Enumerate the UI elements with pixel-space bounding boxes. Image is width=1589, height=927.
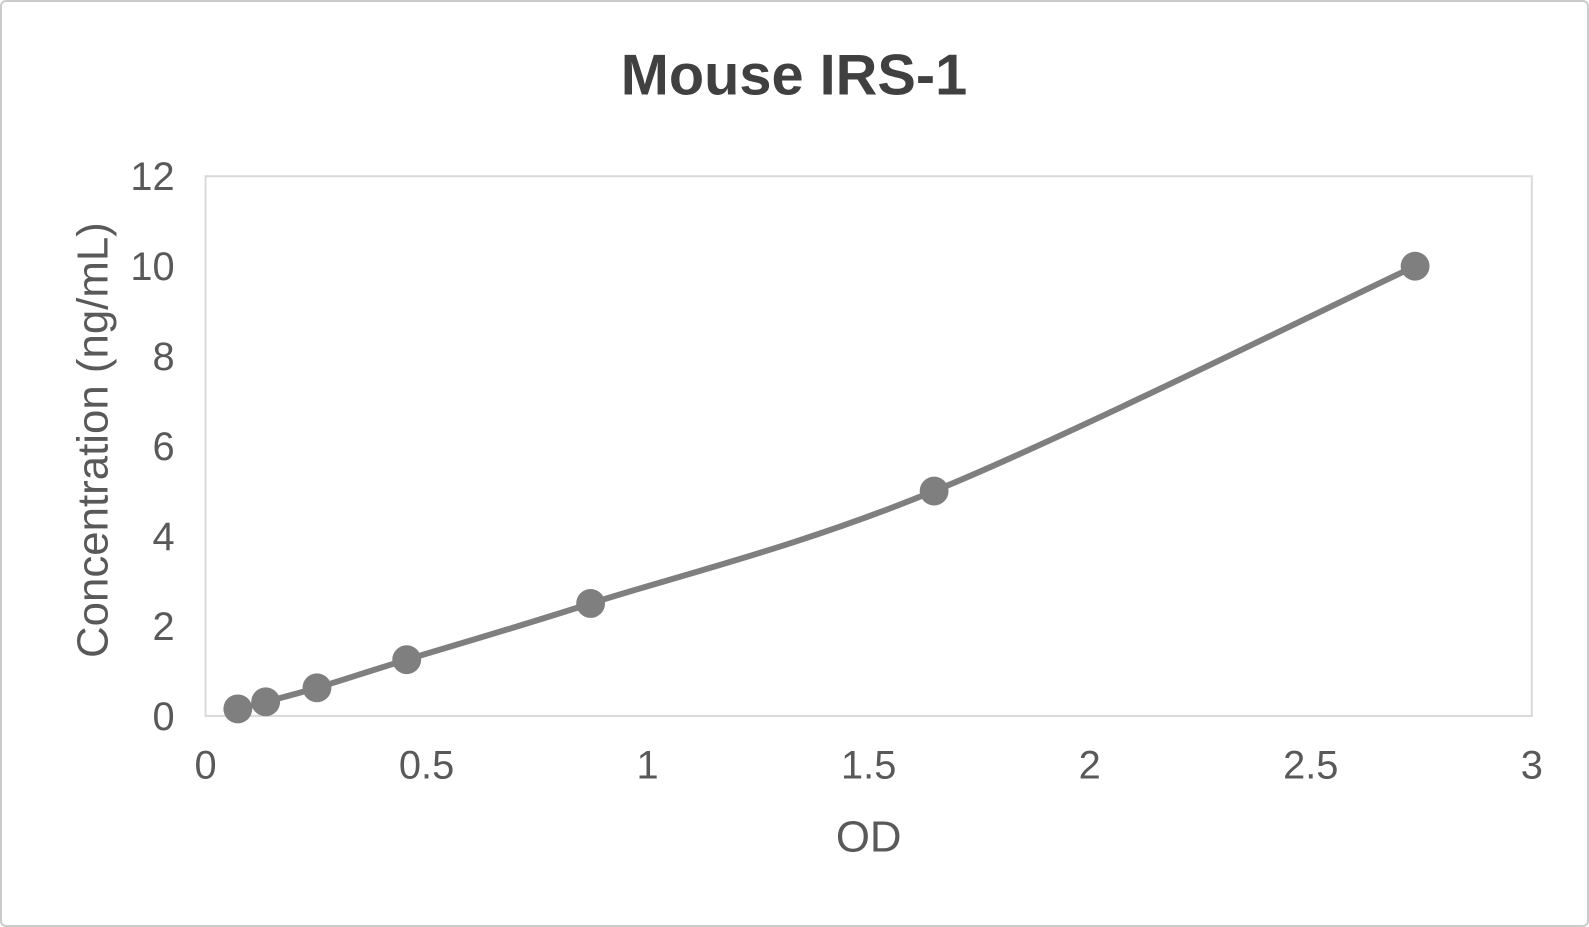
- y-tick-label: 8: [153, 335, 175, 379]
- data-point-marker: [302, 673, 332, 703]
- y-tick-label: 4: [153, 515, 175, 559]
- x-tick-label: 3: [1521, 744, 1543, 788]
- y-tick-labels: 0 2 4 6 8 10 12: [130, 155, 174, 739]
- chart-title: Mouse IRS-1: [621, 44, 967, 108]
- x-tick-label: 1.5: [841, 744, 896, 788]
- x-tick-label: 0.5: [399, 744, 454, 788]
- x-tick-label: 2.5: [1283, 744, 1338, 788]
- y-tick-label: 0: [153, 695, 175, 739]
- data-point-marker: [1400, 251, 1430, 281]
- series-markers: [223, 251, 1430, 724]
- x-axis-title: OD: [836, 812, 902, 861]
- plot-border: [204, 175, 1533, 717]
- y-tick-label: 10: [130, 245, 174, 289]
- y-axis-title: Concentration (ng/mL): [69, 222, 118, 658]
- y-tick-label: 6: [153, 425, 175, 469]
- x-tick-labels: 0 0.5 1 1.5 2 2.5 3: [194, 744, 1542, 788]
- data-point-marker: [392, 645, 422, 675]
- x-tick-label: 0: [194, 744, 216, 788]
- data-point-marker: [576, 589, 606, 618]
- series-line: [234, 263, 1419, 712]
- data-point-marker: [251, 687, 281, 717]
- x-tick-label: 1: [637, 744, 659, 788]
- data-point-marker: [919, 476, 949, 506]
- y-tick-label: 2: [153, 605, 175, 649]
- data-point-marker: [223, 694, 253, 724]
- x-tick-label: 2: [1079, 744, 1101, 788]
- y-tick-label: 12: [130, 155, 174, 199]
